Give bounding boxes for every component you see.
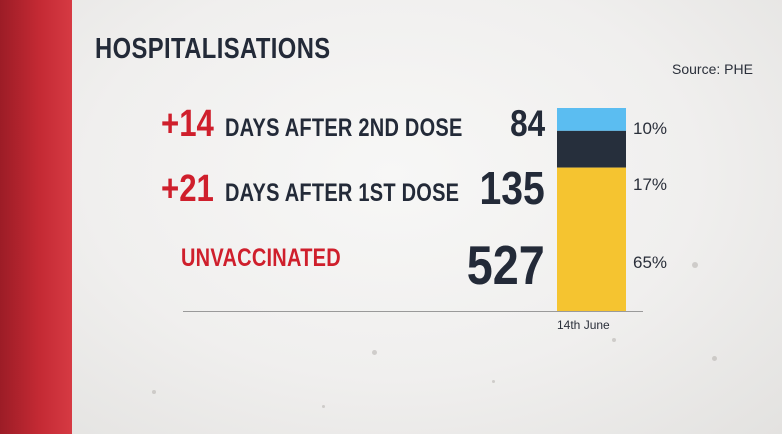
x-tick-label: 14th June (557, 318, 610, 332)
speck (322, 405, 325, 408)
series-label-1st-dose: +21 DAYS AFTER 1ST DOSE (161, 168, 518, 210)
content-panel (72, 0, 782, 434)
bar-segment-unvaccinated (557, 167, 626, 311)
series-percent-unvaccinated: 65% (633, 253, 668, 272)
series-label-unvaccinated: UNVACCINATED (181, 244, 381, 278)
speck (692, 262, 698, 268)
series-desc: DAYS AFTER 1ST DOSE (225, 179, 460, 207)
speck (492, 380, 495, 383)
series-prefix: +14 (161, 103, 214, 145)
source-note: Source: PHE (672, 61, 753, 77)
bar-segment-1st-dose (557, 130, 626, 168)
series-label-2nd-dose: +14 DAYS AFTER 2ND DOSE (161, 103, 522, 145)
series-count-2nd-dose: 84 (510, 103, 545, 144)
series-prefix: +21 (161, 168, 214, 210)
x-axis-line (183, 311, 643, 312)
series-desc: UNVACCINATED (181, 244, 341, 272)
series-count-1st-dose: 135 (479, 162, 545, 214)
series-desc: DAYS AFTER 2ND DOSE (225, 114, 463, 142)
speck (152, 390, 156, 394)
speck (372, 350, 377, 355)
speck (712, 356, 717, 361)
series-percent-1st-dose: 17% (633, 175, 668, 194)
series-percent-2nd-dose: 10% (633, 119, 668, 138)
series-count-unvaccinated: 527 (466, 234, 545, 296)
bar-segment-2nd-dose (557, 108, 626, 131)
chart-title: HOSPITALISATIONS (95, 33, 331, 65)
speck (612, 338, 616, 342)
left-red-band (0, 0, 72, 434)
